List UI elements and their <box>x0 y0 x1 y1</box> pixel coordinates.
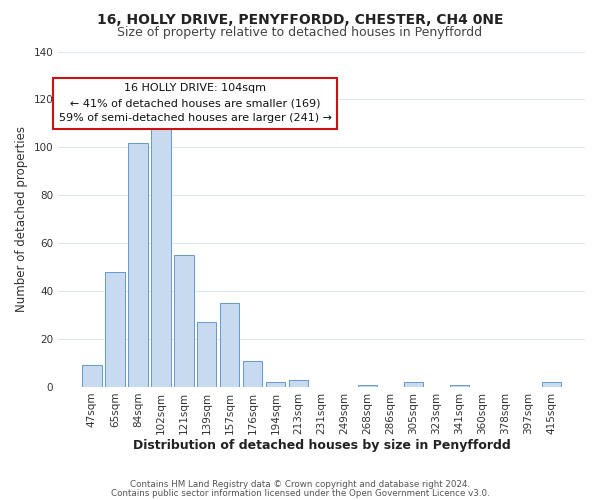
Bar <box>542 382 561 387</box>
X-axis label: Distribution of detached houses by size in Penyffordd: Distribution of detached houses by size … <box>133 440 511 452</box>
Text: Contains HM Land Registry data © Crown copyright and database right 2024.: Contains HM Land Registry data © Crown c… <box>130 480 470 489</box>
Bar <box>449 384 469 387</box>
Bar <box>404 382 423 387</box>
Bar <box>243 360 262 387</box>
Bar <box>105 272 125 387</box>
Text: Size of property relative to detached houses in Penyffordd: Size of property relative to detached ho… <box>118 26 482 39</box>
Bar <box>174 255 194 387</box>
Bar <box>82 366 101 387</box>
Y-axis label: Number of detached properties: Number of detached properties <box>15 126 28 312</box>
Bar <box>220 303 239 387</box>
Text: 16, HOLLY DRIVE, PENYFFORDD, CHESTER, CH4 0NE: 16, HOLLY DRIVE, PENYFFORDD, CHESTER, CH… <box>97 12 503 26</box>
Bar <box>151 112 170 387</box>
Bar <box>358 384 377 387</box>
Text: 16 HOLLY DRIVE: 104sqm
← 41% of detached houses are smaller (169)
59% of semi-de: 16 HOLLY DRIVE: 104sqm ← 41% of detached… <box>59 84 332 123</box>
Bar <box>289 380 308 387</box>
Bar <box>128 142 148 387</box>
Bar <box>266 382 286 387</box>
Bar <box>197 322 217 387</box>
Text: Contains public sector information licensed under the Open Government Licence v3: Contains public sector information licen… <box>110 488 490 498</box>
